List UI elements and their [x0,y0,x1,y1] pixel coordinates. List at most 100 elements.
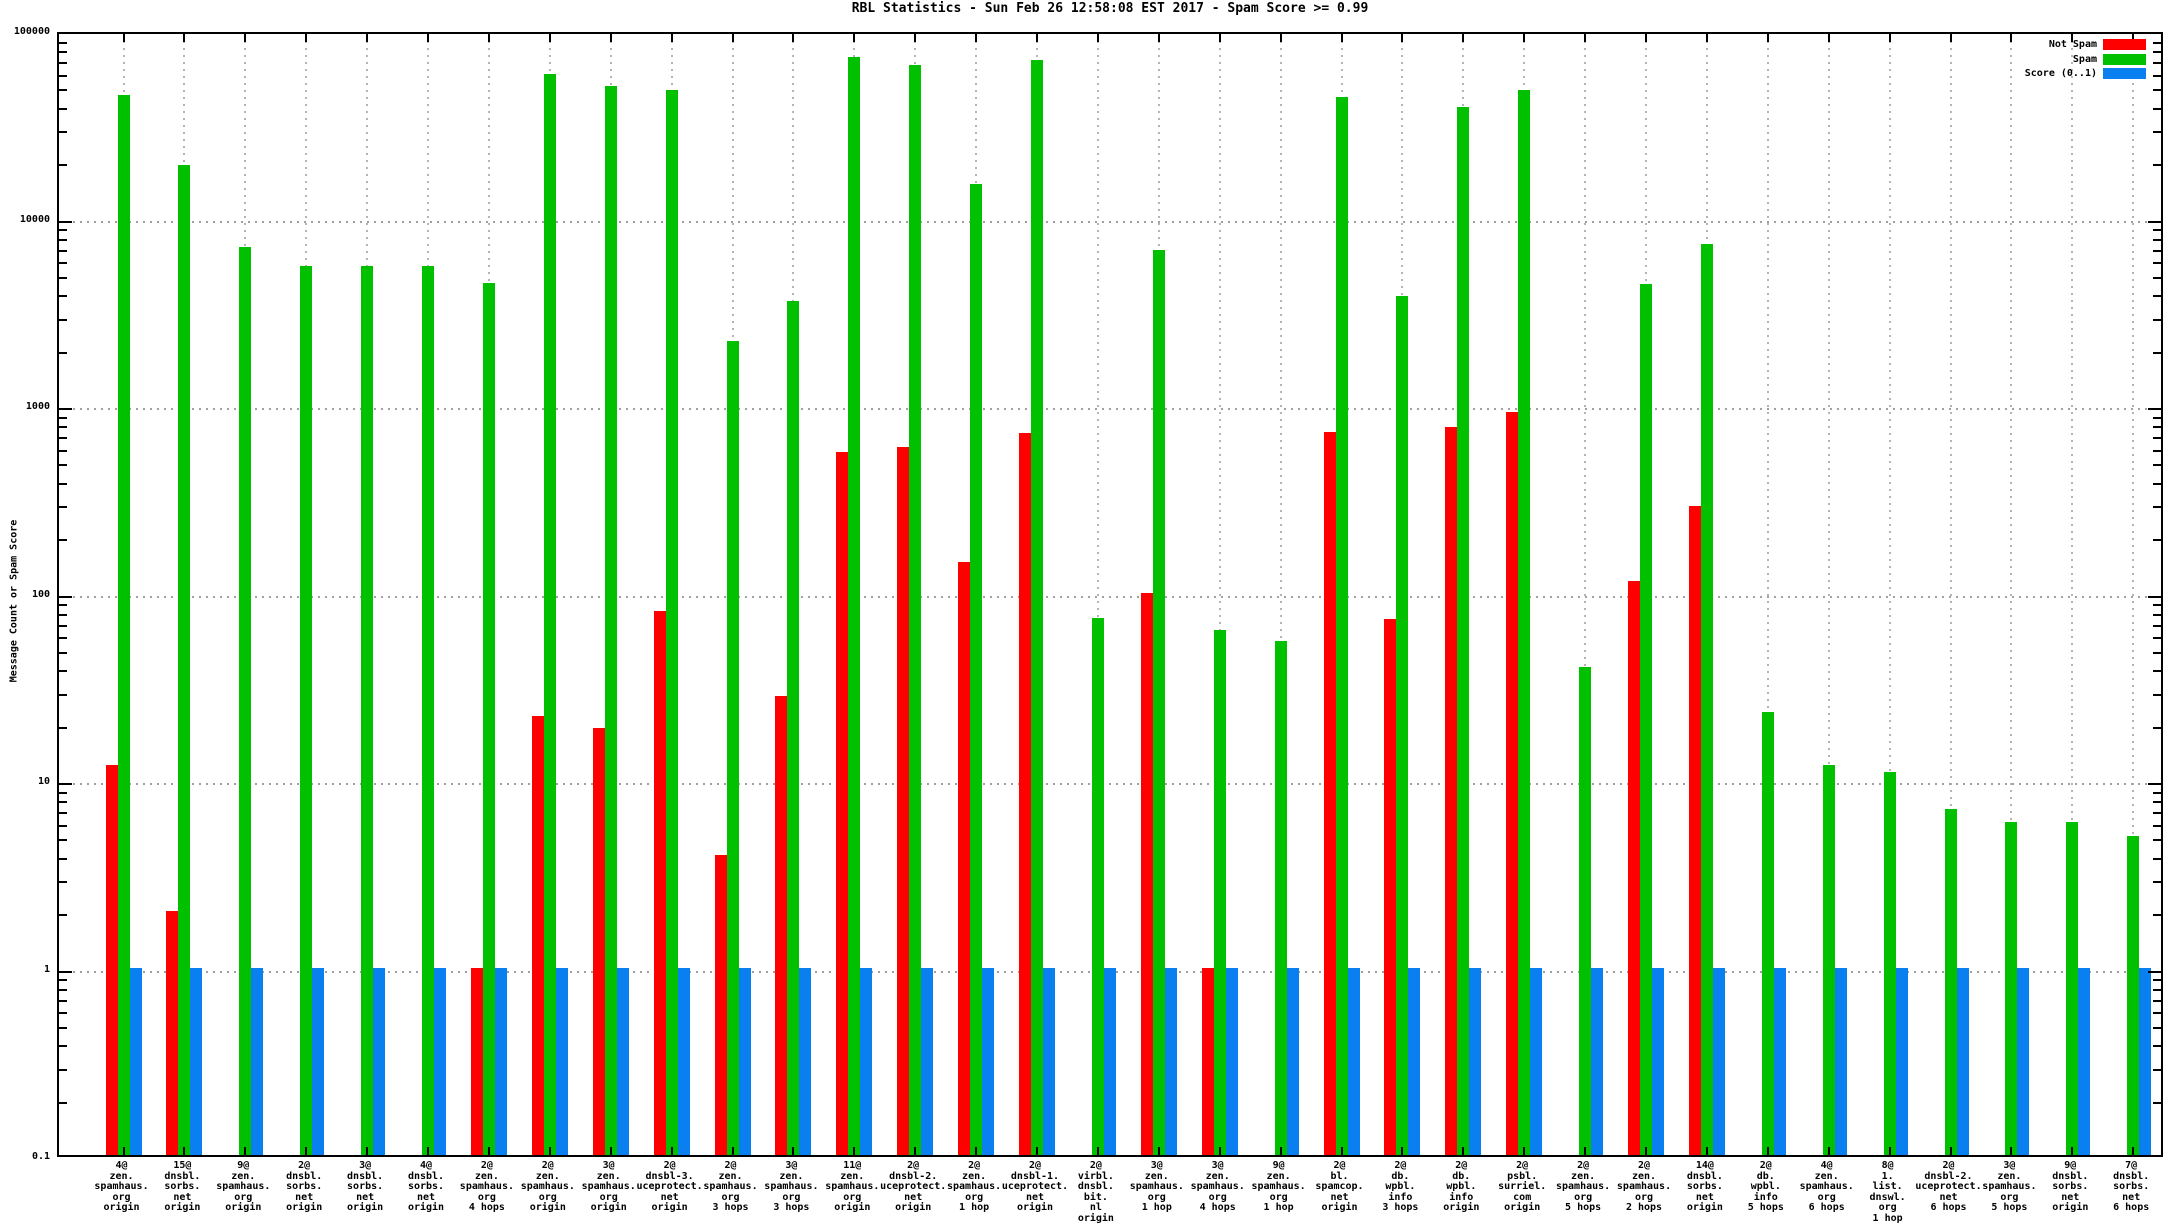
x-tick-label: 4@ dnsbl. sorbs. net origin [407,1160,445,1213]
x-tick-label: 2@ zen. spamhaus. org 1 hop [947,1160,1002,1213]
y-minor-tick [2153,613,2161,616]
v-gridline [1279,34,1282,1155]
bar-spam [1396,296,1409,1155]
y-minor-tick [2153,506,2161,509]
bar-score [1225,967,1238,1155]
legend-item: Spam [0,53,2163,66]
bar-not-spam [166,911,179,1155]
x-tick [914,1147,917,1155]
x-tick [1462,1147,1465,1155]
x-tick-label: 3@ zen. spamhaus. org 5 hops [1982,1160,2037,1213]
y-minor-tick [2153,791,2161,794]
v-gridline [1766,34,1769,1155]
y-minor-tick [2153,249,2161,252]
bar-score [2078,967,2091,1155]
bar-spam [1700,244,1713,1155]
bar-score [1591,967,1604,1155]
y-tick-label: 0.1 [31,1151,50,1162]
y-minor-tick [59,74,67,77]
x-tick [1279,1147,1282,1155]
x-tick [1340,1147,1343,1155]
bar-score [555,967,568,1155]
v-gridline [1827,34,1830,1155]
y-minor-tick [2153,276,2161,279]
y-minor-tick [59,295,67,298]
y-minor-tick [59,1068,67,1071]
bar-score [1347,967,1360,1155]
bar-not-spam [470,967,483,1155]
x-tick-label: 2@ bl. spamcop. net origin [1315,1160,1364,1213]
bar-not-spam [1201,967,1214,1155]
y-minor-tick [2153,651,2161,654]
bar-not-spam [1628,581,1640,1155]
x-tick-label: 9@ zen. spamhaus. org 1 hop [1251,1160,1306,1213]
y-tick-label: 100000 [13,26,50,37]
y-minor-tick [2153,839,2161,842]
x-tick [122,34,125,42]
y-minor-tick [2153,637,2161,640]
y-minor-tick [2153,1012,2161,1015]
bar-spam [1031,60,1043,1155]
y-major-tick [2148,408,2161,410]
x-tick [792,1147,795,1155]
y-tick-label: 1000 [25,401,50,412]
x-tick [1096,34,1099,42]
y-minor-tick [2153,1101,2161,1104]
y-minor-tick [59,824,67,827]
y-minor-tick [2153,416,2161,419]
bar-score [2017,967,2030,1155]
x-tick-label: 3@ zen. spamhaus. org origin [581,1160,636,1213]
v-gridline [1949,34,1952,1155]
x-tick-label: 2@ psbl. surriel. com origin [1498,1160,1547,1213]
x-tick-label: 2@ zen. spamhaus. org 3 hops [703,1160,758,1213]
y-minor-tick [59,881,67,884]
y-tick-label: 10 [37,776,50,787]
x-tick-label: 2@ dnsbl. sorbs. net origin [286,1160,323,1213]
x-tick [1279,34,1282,42]
h-gridline [59,220,2161,223]
bar-score [1164,967,1177,1155]
x-tick [487,34,490,42]
bar-spam [178,165,191,1155]
x-tick [975,1147,978,1155]
x-tick-label: 8@ 1. list. dnswl. org 1 hop [1869,1160,1906,1224]
x-tick [2010,1147,2013,1155]
y-minor-tick [59,914,67,917]
v-gridline [1218,34,1221,1155]
x-tick [853,1147,856,1155]
y-minor-tick [59,164,67,167]
y-tick-label: 10000 [19,213,50,225]
x-tick [305,34,308,42]
y-minor-tick [2153,164,2161,167]
y-minor-tick [59,613,67,616]
x-tick [731,1147,734,1155]
x-tick [1462,34,1465,42]
x-tick-label: 2@ db. wpbl. info 3 hops [1382,1160,1419,1213]
bar-score [373,967,386,1155]
bar-spam [1457,106,1470,1155]
x-tick [183,1147,186,1155]
bar-not-spam [1445,427,1458,1155]
y-minor-tick [2153,1026,2161,1029]
y-minor-tick [59,41,67,44]
legend-label: Score (0..1) [2024,68,2097,79]
x-tick [1705,1147,1708,1155]
plot-area [57,32,2163,1157]
bar-score [738,967,751,1155]
x-tick [609,34,612,42]
y-minor-tick [59,89,67,92]
x-tick-label: 14@ dnsbl. sorbs. net origin [1686,1160,1723,1213]
bar-score [251,967,264,1155]
y-minor-tick [59,539,67,542]
y-minor-tick [59,238,67,241]
legend-item: Score (0..1) [0,67,2163,80]
bar-score [1773,967,1786,1155]
y-tick-label: 1 [43,963,50,975]
bar-not-spam [958,562,971,1155]
bar-not-spam [1019,432,1031,1155]
y-minor-tick [2153,604,2161,607]
bar-score [190,967,203,1155]
bar-score [860,967,873,1155]
x-tick [1888,34,1891,42]
bar-score [799,967,812,1155]
